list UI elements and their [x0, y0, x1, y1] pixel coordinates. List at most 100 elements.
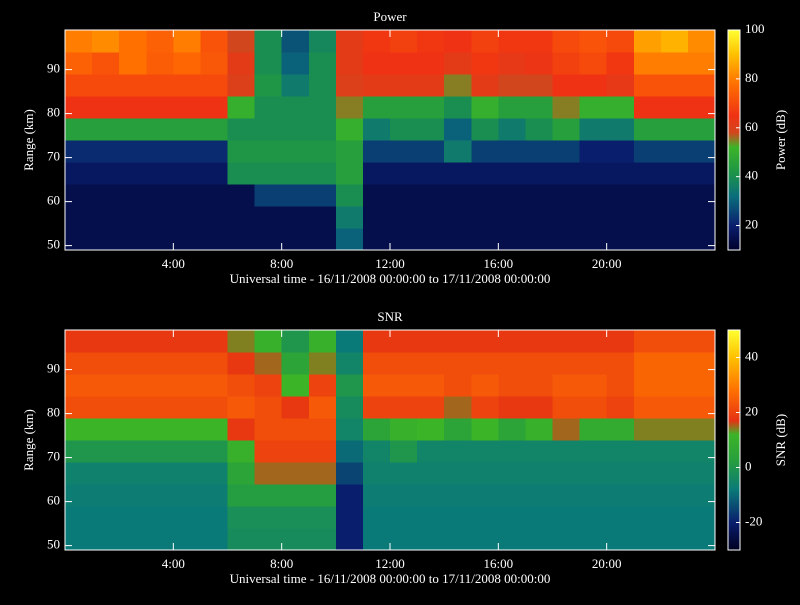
- heatmap-cell: [471, 418, 499, 441]
- colorbar-tick-label: 80: [745, 70, 758, 85]
- heatmap-cell: [444, 506, 472, 529]
- heatmap-cell: [390, 162, 418, 185]
- heatmap-cell: [308, 228, 337, 251]
- heatmap-cell: [92, 396, 120, 419]
- heatmap-cell: [254, 440, 283, 463]
- heatmap-cell: [308, 440, 337, 463]
- heatmap-cell: [254, 352, 283, 375]
- heatmap-cell: [552, 96, 581, 119]
- heatmap-cell: [200, 206, 228, 229]
- heatmap-cell: [660, 96, 689, 119]
- heatmap-cell: [200, 30, 228, 53]
- heatmap-cell: [660, 352, 689, 375]
- heatmap-cell: [173, 96, 201, 119]
- heatmap-cell: [471, 206, 499, 229]
- heatmap-cell: [227, 162, 256, 185]
- heatmap-cell: [146, 330, 174, 353]
- heatmap-cell: [552, 330, 581, 353]
- heatmap-cell: [362, 74, 391, 97]
- heatmap-cell: [92, 96, 120, 119]
- heatmap-cell: [417, 206, 445, 229]
- heatmap-cell: [335, 528, 364, 551]
- heatmap-cell: [335, 374, 364, 397]
- heatmap-cell: [687, 506, 716, 529]
- heatmap-cell: [579, 52, 608, 75]
- heatmap-cell: [173, 140, 201, 163]
- heatmap-cell: [254, 184, 283, 207]
- heatmap-cell: [281, 206, 310, 229]
- x-axis-label: Universal time - 16/11/2008 00:00:00 to …: [230, 571, 551, 586]
- heatmap-cell: [687, 118, 716, 141]
- heatmap-cell: [173, 228, 201, 251]
- y-tick-label: 80: [47, 105, 60, 120]
- heatmap-cell: [498, 396, 526, 419]
- heatmap-cell: [308, 330, 337, 353]
- heatmap-cell: [417, 374, 445, 397]
- heatmap-cell: [498, 118, 526, 141]
- heatmap-cell: [660, 506, 689, 529]
- heatmap-cell: [173, 184, 201, 207]
- heatmap-cell: [65, 184, 93, 207]
- heatmap-cell: [687, 52, 716, 75]
- heatmap-cell: [281, 396, 310, 419]
- heatmap-cell: [660, 374, 689, 397]
- heatmap-cell: [687, 206, 716, 229]
- heatmap-cell: [687, 184, 716, 207]
- heatmap-cell: [390, 330, 418, 353]
- heatmap-cell: [308, 184, 337, 207]
- heatmap-cell: [606, 418, 635, 441]
- heatmap-cell: [525, 374, 553, 397]
- heatmap-cell: [687, 440, 716, 463]
- heatmap-cell: [65, 484, 93, 507]
- heatmap-cell: [335, 440, 364, 463]
- x-tick-label: 8:00: [270, 556, 293, 571]
- y-tick-label: 80: [47, 405, 60, 420]
- heatmap-cell: [335, 162, 364, 185]
- heatmap-cell: [146, 140, 174, 163]
- heatmap-cell: [119, 74, 147, 97]
- heatmap-cell: [119, 528, 147, 551]
- y-tick-label: 60: [47, 193, 60, 208]
- heatmap-cell: [417, 506, 445, 529]
- heatmap-cell: [633, 484, 662, 507]
- y-tick-label: 50: [47, 537, 60, 552]
- x-tick-label: 16:00: [484, 556, 514, 571]
- heatmap-cell: [687, 162, 716, 185]
- heatmap-cell: [687, 462, 716, 485]
- heatmap-cell: [498, 30, 526, 53]
- heatmap-cell: [281, 228, 310, 251]
- y-axis-label: Range (km): [21, 409, 36, 471]
- heatmap-cell: [417, 30, 445, 53]
- heatmap-cell: [200, 528, 228, 551]
- heatmap-cell: [417, 74, 445, 97]
- heatmap-cell: [390, 352, 418, 375]
- heatmap-cell: [65, 418, 93, 441]
- heatmap-cell: [660, 30, 689, 53]
- heatmap-cell: [498, 418, 526, 441]
- heatmap-cell: [335, 506, 364, 529]
- heatmap-cell: [119, 118, 147, 141]
- heatmap-cell: [444, 528, 472, 551]
- heatmap-cell: [417, 52, 445, 75]
- heatmap-cell: [119, 440, 147, 463]
- heatmap-cell: [579, 330, 608, 353]
- heatmap-cell: [146, 506, 174, 529]
- panel-title: SNR: [377, 309, 403, 324]
- heatmap-cell: [92, 484, 120, 507]
- heatmap-cell: [606, 96, 635, 119]
- heatmap-cell: [173, 352, 201, 375]
- heatmap-cell: [146, 352, 174, 375]
- heatmap-cell: [687, 396, 716, 419]
- heatmap-cell: [119, 352, 147, 375]
- heatmap-cell: [65, 30, 93, 53]
- heatmap-cell: [552, 74, 581, 97]
- heatmap-cell: [498, 462, 526, 485]
- heatmap-cell: [200, 162, 228, 185]
- heatmap-cell: [606, 140, 635, 163]
- heatmap-cell: [444, 396, 472, 419]
- heatmap-cell: [65, 440, 93, 463]
- heatmap-cell: [498, 184, 526, 207]
- heatmap-cell: [146, 96, 174, 119]
- heatmap-cell: [390, 462, 418, 485]
- heatmap-cell: [92, 352, 120, 375]
